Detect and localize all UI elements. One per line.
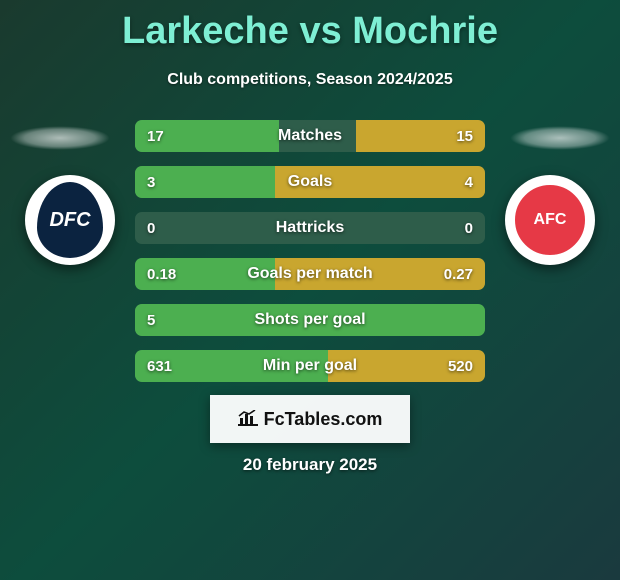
club-badge-left-inner: DFC <box>37 182 103 258</box>
stat-value-right: 15 <box>444 120 485 152</box>
club-badge-right-inner: AFC <box>512 182 588 258</box>
stat-row: Hattricks0 0 <box>135 212 485 244</box>
subtitle: Club competitions, Season 2024/2025 <box>0 71 620 89</box>
stat-label: Min per goal <box>135 350 485 382</box>
stat-value-left: 631 <box>135 350 184 382</box>
stat-row: Shots per goal5 <box>135 304 485 336</box>
shadow-left <box>10 126 110 150</box>
stat-row: Matches17 15 <box>135 120 485 152</box>
watermark: FcTables.com <box>210 395 410 443</box>
club-badge-left: DFC <box>25 175 115 265</box>
stat-value-right: 0 <box>453 212 485 244</box>
stat-value-right <box>461 304 485 336</box>
date-text: 20 february 2025 <box>0 455 620 475</box>
stat-value-left: 17 <box>135 120 176 152</box>
stat-value-left: 5 <box>135 304 167 336</box>
stat-row: Goals3 4 <box>135 166 485 198</box>
club-badge-right: AFC <box>505 175 595 265</box>
stat-value-right: 520 <box>436 350 485 382</box>
stat-row: Goals per match0.180.27 <box>135 258 485 290</box>
stat-value-left: 3 <box>135 166 167 198</box>
stat-value-left: 0.18 <box>135 258 188 290</box>
stat-row: Min per goal631 520 <box>135 350 485 382</box>
shadow-right <box>510 126 610 150</box>
stat-label: Hattricks <box>135 212 485 244</box>
stat-label: Matches <box>135 120 485 152</box>
stat-value-right: 0.27 <box>432 258 485 290</box>
stat-label: Goals <box>135 166 485 198</box>
page-title: Larkeche vs Mochrie <box>0 0 620 53</box>
stat-label: Shots per goal <box>135 304 485 336</box>
watermark-text: FcTables.com <box>264 409 383 430</box>
stat-value-left: 0 <box>135 212 167 244</box>
stat-value-right: 4 <box>453 166 485 198</box>
stats-container: Matches1715Goals34Hattricks00Goals per m… <box>135 120 485 396</box>
chart-icon <box>238 410 258 429</box>
